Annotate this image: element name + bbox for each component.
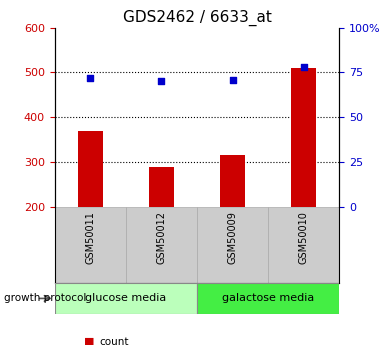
Bar bbox=[291, 68, 316, 207]
Text: GSM50009: GSM50009 bbox=[227, 211, 238, 264]
Point bbox=[87, 75, 93, 81]
Text: GSM50012: GSM50012 bbox=[156, 211, 167, 264]
Text: growth protocol: growth protocol bbox=[4, 294, 86, 303]
Text: GSM50010: GSM50010 bbox=[299, 211, 309, 264]
Bar bbox=[268, 207, 339, 283]
Text: glucose media: glucose media bbox=[85, 294, 167, 303]
Bar bbox=[220, 155, 245, 207]
Point bbox=[158, 79, 165, 84]
Text: galactose media: galactose media bbox=[222, 294, 314, 303]
Bar bbox=[126, 207, 197, 283]
Bar bbox=[78, 131, 103, 207]
Point bbox=[301, 64, 307, 70]
Bar bbox=[197, 207, 268, 283]
Text: GSM50011: GSM50011 bbox=[85, 211, 95, 264]
Bar bbox=[55, 207, 126, 283]
Bar bbox=[197, 283, 339, 314]
Title: GDS2462 / 6633_at: GDS2462 / 6633_at bbox=[122, 10, 271, 26]
Point bbox=[229, 77, 236, 82]
Text: count: count bbox=[99, 337, 129, 345]
Bar bbox=[149, 167, 174, 207]
Bar bbox=[55, 283, 197, 314]
Text: ■: ■ bbox=[85, 337, 95, 345]
